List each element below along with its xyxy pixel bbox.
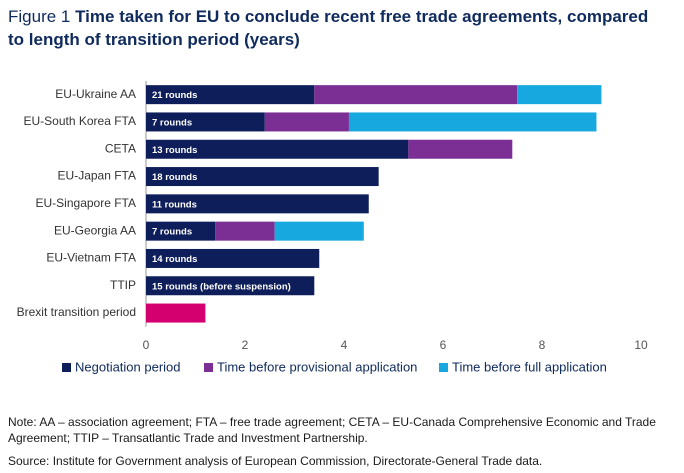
x-tick-label: 8 [539, 338, 546, 352]
bar-segment [314, 85, 518, 105]
figure-label: Figure 1 [8, 7, 71, 26]
title-block: Figure 1 Time taken for EU to conclude r… [8, 5, 668, 51]
bar-segment [146, 112, 265, 132]
category-label: Brexit transition period [17, 305, 136, 319]
bar-label: 13 rounds [152, 145, 197, 156]
bar-segment [215, 221, 275, 241]
legend-label: Negotiation period [75, 359, 181, 374]
x-tick-label: 4 [341, 338, 348, 352]
category-label: EU-Georgia AA [54, 223, 136, 237]
bar-segment [146, 248, 320, 268]
notes: Note: AA – association agreement; FTA – … [8, 415, 656, 445]
bar-segment [146, 167, 379, 187]
bar-segment [146, 85, 315, 105]
x-tick-label: 0 [143, 338, 150, 352]
category-label: EU-Singapore FTA [36, 196, 136, 210]
bar-segment [146, 194, 369, 214]
legend-swatch [204, 363, 213, 372]
bar-segment [264, 112, 349, 132]
x-tick-label: 2 [242, 338, 249, 352]
legend-swatch [62, 363, 71, 372]
category-label: EU-South Korea FTA [24, 114, 137, 128]
x-tick-label: 10 [634, 338, 648, 352]
category-label: EU-Vietnam FTA [46, 251, 136, 265]
category-label: TTIP [110, 278, 136, 292]
bar-label: 11 rounds [152, 199, 197, 210]
bar-segment [348, 112, 597, 132]
chart-title: Time taken for EU to conclude recent fre… [8, 7, 649, 49]
bar-segment [146, 221, 216, 241]
legend-label: Time before provisional application [217, 359, 417, 374]
bar-segment [274, 221, 364, 241]
category-label: EU-Ukraine AA [55, 87, 136, 101]
bar-segment [146, 276, 315, 296]
bar-segment [146, 303, 206, 323]
bar-label: 14 rounds [152, 254, 197, 265]
category-label: CETA [105, 141, 136, 155]
bar-label: 18 rounds [152, 172, 197, 183]
source: Source: Institute for Government analysi… [8, 454, 543, 468]
bar-label: 21 rounds [152, 90, 197, 101]
bar-segment [517, 85, 602, 105]
legend-label: Time before full application [452, 359, 607, 374]
bar-segment [408, 139, 513, 159]
chart: 0 2 4 6 8 10 EU-Ukraine AA 21 rounds EU-South Ko… [17, 81, 648, 374]
bar-segment [146, 139, 409, 159]
legend-swatch [439, 363, 448, 372]
category-label: EU-Japan FTA [58, 169, 136, 183]
x-tick-label: 6 [440, 338, 447, 352]
bar-label: 7 rounds [152, 117, 192, 128]
bar-label: 7 rounds [152, 227, 192, 238]
bar-label: 15 rounds (before suspension) [152, 281, 291, 292]
